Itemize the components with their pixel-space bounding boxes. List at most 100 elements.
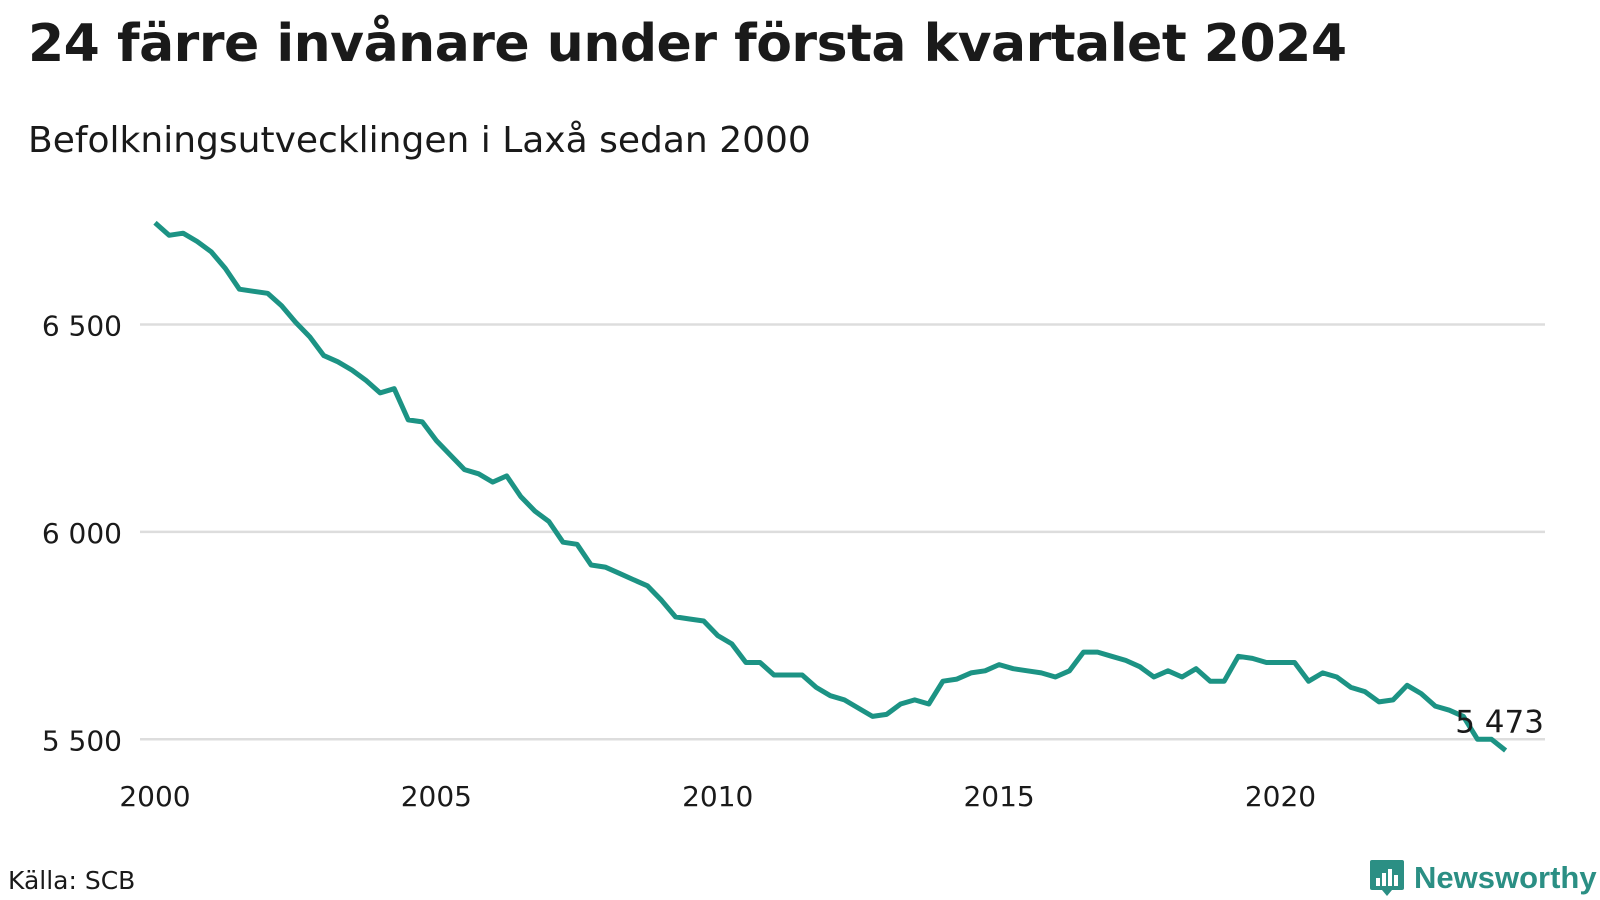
gridlines <box>140 323 1545 741</box>
data-point <box>1391 697 1396 702</box>
data-point <box>364 378 369 383</box>
data-point <box>532 509 537 514</box>
data-point <box>378 390 383 395</box>
brand-logo[interactable]: Newsworthy <box>1368 858 1597 898</box>
data-point <box>645 583 650 588</box>
data-point <box>589 563 594 568</box>
data-point <box>1151 675 1156 680</box>
data-point <box>420 419 425 424</box>
data-point <box>307 334 312 339</box>
data-point <box>575 542 580 547</box>
x-tick-label: 2005 <box>401 780 472 813</box>
brand-name: Newsworthy <box>1414 860 1597 895</box>
data-point <box>772 672 777 677</box>
data-point <box>687 616 692 621</box>
data-point <box>1053 675 1058 680</box>
data-point <box>1081 650 1086 655</box>
data-point <box>617 571 622 576</box>
data-point <box>701 619 706 624</box>
data-point <box>1447 708 1452 713</box>
data-point <box>223 266 228 271</box>
data-point <box>1292 660 1297 665</box>
data-point <box>659 598 664 603</box>
data-point <box>828 693 833 698</box>
source-label: Källa: SCB <box>8 866 136 895</box>
data-point <box>1376 699 1381 704</box>
data-point <box>1334 675 1339 680</box>
data-point <box>1137 664 1142 669</box>
data-point <box>1348 685 1353 690</box>
data-point <box>518 494 523 499</box>
data-point <box>392 386 397 391</box>
data-point <box>1264 660 1269 665</box>
data-point <box>546 519 551 524</box>
data-point <box>462 467 467 472</box>
annotation-layer: 5 473 <box>1455 704 1544 740</box>
data-point <box>983 668 988 673</box>
y-tick-label: 5 500 <box>42 724 122 757</box>
data-point <box>490 480 495 485</box>
data-point <box>842 697 847 702</box>
data-point <box>251 289 256 294</box>
data-point <box>434 438 439 443</box>
data-point <box>349 368 354 373</box>
data-point <box>448 453 453 458</box>
data-point <box>237 287 242 292</box>
data-point <box>631 577 636 582</box>
data-point <box>1250 656 1255 661</box>
data-point <box>265 291 270 296</box>
x-tick-label: 2010 <box>682 780 753 813</box>
chart-subtitle: Befolkningsutvecklingen i Laxå sedan 200… <box>28 120 811 161</box>
data-point <box>912 697 917 702</box>
data-point <box>786 672 791 677</box>
data-point <box>1208 679 1213 684</box>
data-point <box>1419 691 1424 696</box>
series-layer <box>153 220 1508 753</box>
data-point <box>926 702 931 707</box>
data-point <box>884 712 889 717</box>
x-tick-label: 2015 <box>963 780 1034 813</box>
data-point <box>870 714 875 719</box>
data-point <box>954 677 959 682</box>
data-point <box>1025 668 1030 673</box>
data-point <box>1236 654 1241 659</box>
series-line <box>153 220 1508 753</box>
data-point <box>1362 689 1367 694</box>
data-point <box>321 353 326 358</box>
data-point <box>406 417 411 422</box>
data-point <box>181 231 186 236</box>
x-tick-label: 2020 <box>1245 780 1316 813</box>
data-point <box>743 660 748 665</box>
data-point <box>814 685 819 690</box>
data-point <box>1306 679 1311 684</box>
data-point <box>856 706 861 711</box>
bar-chart-speech-bubble-icon <box>1370 860 1404 896</box>
data-point <box>1194 666 1199 671</box>
data-point <box>715 633 720 638</box>
chart-title: 24 färre invånare under första kvartalet… <box>28 14 1347 74</box>
data-point <box>800 672 805 677</box>
data-point <box>209 249 214 254</box>
data-point <box>1095 650 1100 655</box>
y-tick-label: 6 500 <box>42 309 122 342</box>
y-axis-tick-labels: 5 500 6 000 6 500 <box>42 309 122 757</box>
data-point <box>279 303 284 308</box>
data-point <box>167 233 172 238</box>
data-point <box>335 359 340 364</box>
data-point <box>1320 670 1325 675</box>
x-tick-label: 2000 <box>119 780 190 813</box>
data-point <box>898 702 903 707</box>
data-point <box>729 641 734 646</box>
data-point <box>1222 679 1227 684</box>
data-point <box>153 220 158 225</box>
data-point <box>1123 658 1128 663</box>
data-point <box>1180 675 1185 680</box>
data-point <box>1109 654 1114 659</box>
data-point <box>1039 670 1044 675</box>
data-point <box>293 320 298 325</box>
y-tick-label: 6 000 <box>42 517 122 550</box>
x-axis-tick-labels: 2000 2005 2010 2015 2020 <box>119 780 1316 813</box>
data-point <box>1433 704 1438 709</box>
data-point <box>476 471 481 476</box>
